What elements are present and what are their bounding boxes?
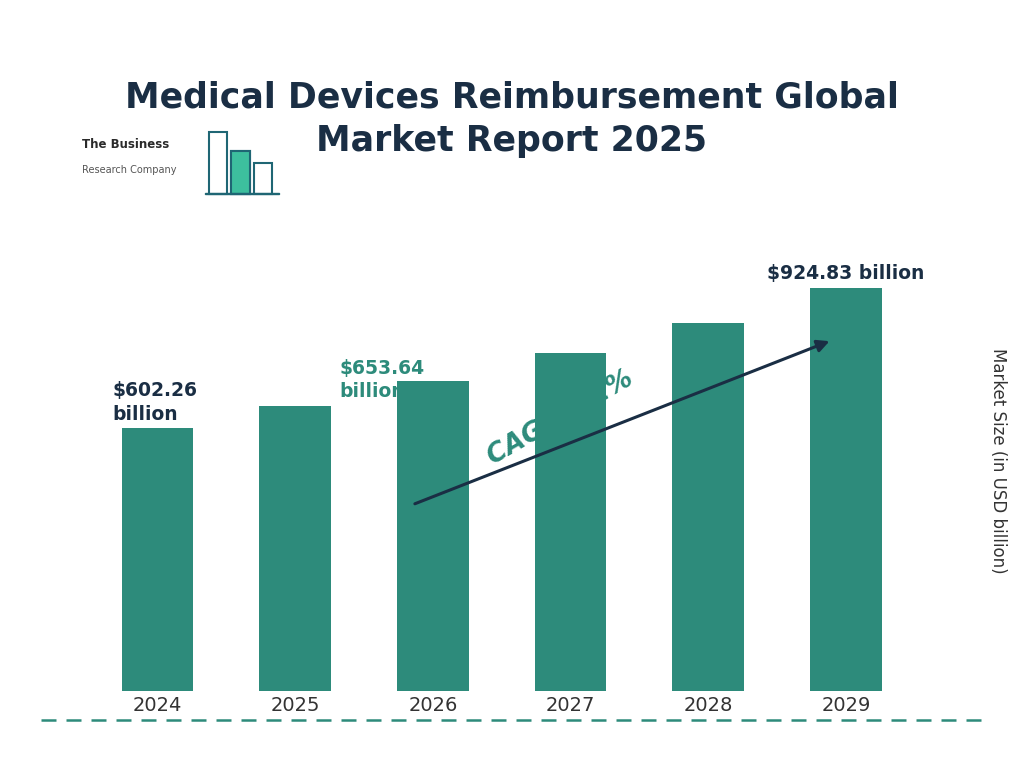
Text: CAGR 9.1%: CAGR 9.1% [482,366,638,470]
Text: Market Size (in USD billion): Market Size (in USD billion) [989,348,1008,574]
Bar [122,429,194,691]
Bar [254,163,272,194]
Bar [673,323,744,691]
Text: Research Company: Research Company [82,165,176,176]
Text: $602.26
billion: $602.26 billion [113,381,198,424]
Bar [259,406,331,691]
Text: Medical Devices Reimbursement Global
Market Report 2025: Medical Devices Reimbursement Global Mar… [125,81,899,158]
Bar [535,353,606,691]
Bar [209,132,227,194]
Bar [231,151,250,194]
Text: $924.83 billion: $924.83 billion [767,264,925,283]
Text: $653.64
billion: $653.64 billion [339,359,425,401]
Bar [810,288,882,691]
Bar [231,151,250,194]
Text: The Business: The Business [82,138,169,151]
Bar [397,380,469,691]
